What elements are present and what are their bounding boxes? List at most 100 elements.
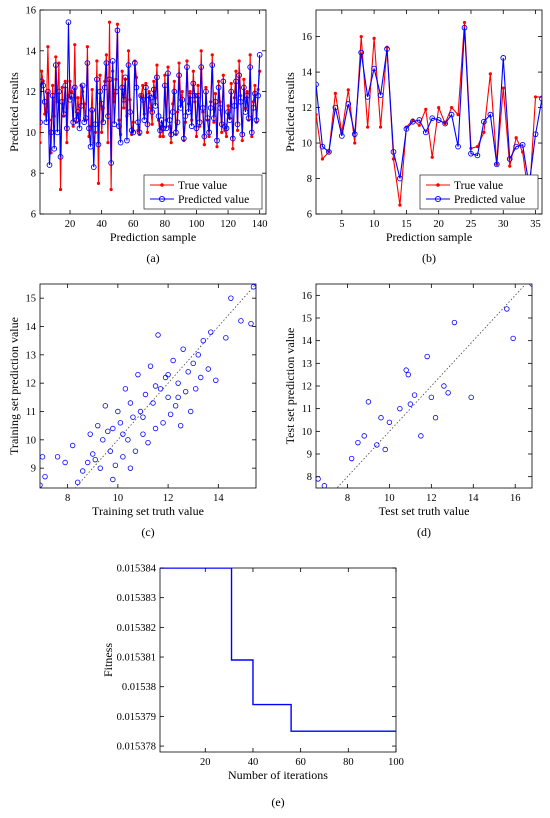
y-tick-label: 8 — [307, 174, 312, 185]
data-point — [40, 454, 46, 460]
data-point — [510, 335, 516, 342]
data-point — [411, 392, 418, 398]
data-point — [195, 352, 201, 358]
x-tick-label: 120 — [220, 219, 236, 230]
data-point — [96, 181, 101, 185]
y-tick-label: 0.015382 — [117, 623, 156, 634]
data-point — [500, 55, 507, 61]
data-point — [374, 442, 380, 448]
data-point — [405, 371, 411, 378]
data-point — [196, 83, 200, 88]
y-tick-label: 9 — [307, 450, 312, 461]
x-tick-label: 60 — [295, 757, 306, 768]
data-point — [162, 82, 168, 89]
y-tick-label: 14 — [26, 322, 37, 333]
data-point — [73, 117, 80, 124]
data-point — [140, 431, 146, 437]
data-point — [169, 141, 173, 145]
data-point — [432, 415, 439, 421]
data-point — [71, 124, 75, 128]
data-point — [220, 130, 224, 134]
data-point — [105, 113, 111, 119]
data-point — [109, 58, 116, 64]
data-point — [135, 119, 141, 126]
data-point — [403, 367, 409, 373]
data-point — [168, 131, 175, 138]
data-point — [504, 306, 510, 312]
data-point — [198, 374, 204, 381]
data-point — [165, 70, 171, 77]
data-point — [145, 439, 151, 446]
data-point — [124, 137, 130, 144]
data-point — [172, 403, 179, 409]
data-point — [58, 187, 63, 192]
y-tick-label: 0.015379 — [117, 712, 156, 723]
data-point — [456, 113, 460, 117]
data-point — [384, 46, 390, 52]
y-axis-label: Fitness — [101, 643, 115, 677]
data-point — [147, 90, 151, 94]
y-tick-label: 14 — [302, 68, 313, 79]
legend-marker — [160, 183, 164, 187]
y-tick-label: 13 — [26, 350, 37, 361]
data-point — [185, 59, 189, 63]
y-tick-label: 12 — [302, 382, 313, 393]
panel-label: (d) — [417, 525, 431, 539]
data-point — [234, 69, 238, 73]
data-point — [51, 83, 55, 88]
x-axis-label: Number of iterations — [228, 768, 328, 782]
data-point — [346, 88, 350, 92]
data-point — [194, 134, 199, 139]
x-axis-label: Training set truth value — [92, 504, 204, 518]
data-point — [397, 175, 403, 182]
x-tick-label: 80 — [343, 757, 354, 768]
data-point — [235, 128, 240, 132]
data-point — [435, 117, 442, 123]
data-point — [177, 105, 184, 111]
data-point — [127, 400, 134, 406]
data-point — [338, 133, 345, 139]
data-point — [422, 129, 429, 136]
data-point — [119, 84, 126, 91]
data-point — [316, 81, 319, 88]
data-point — [223, 335, 229, 341]
y-tick-label: 0.015381 — [117, 653, 156, 664]
data-point — [179, 96, 186, 103]
data-point — [110, 476, 116, 483]
y-tick-label: 12 — [26, 379, 37, 390]
data-point — [539, 95, 542, 102]
data-point — [245, 115, 252, 121]
data-point — [416, 117, 423, 123]
data-point — [180, 346, 186, 352]
legend: True value Predicted value — [143, 174, 263, 210]
x-tick-label: 140 — [252, 219, 268, 230]
data-point — [242, 77, 246, 81]
data-point — [238, 318, 244, 324]
data-point — [428, 394, 435, 401]
data-point — [160, 125, 167, 132]
data-point — [165, 371, 171, 378]
data-point — [90, 164, 97, 170]
data-point — [364, 94, 371, 100]
x-tick-label: 10 — [369, 219, 380, 230]
data-point — [107, 448, 114, 454]
y-axis-label: Test set prediction value — [283, 328, 297, 445]
data-point — [147, 94, 154, 101]
data-point — [228, 295, 234, 301]
data-point — [353, 141, 357, 145]
data-point — [150, 400, 156, 406]
series-0 — [40, 284, 256, 488]
data-point — [332, 104, 339, 111]
data-point — [68, 92, 75, 99]
plot-area — [40, 19, 263, 192]
data-point — [102, 403, 109, 409]
plot-frame — [159, 567, 397, 753]
data-point — [167, 411, 174, 418]
data-point — [450, 105, 454, 110]
data-point — [132, 448, 139, 454]
data-point — [43, 119, 50, 126]
data-point — [85, 459, 91, 466]
data-point — [40, 82, 47, 89]
data-point — [46, 162, 53, 168]
